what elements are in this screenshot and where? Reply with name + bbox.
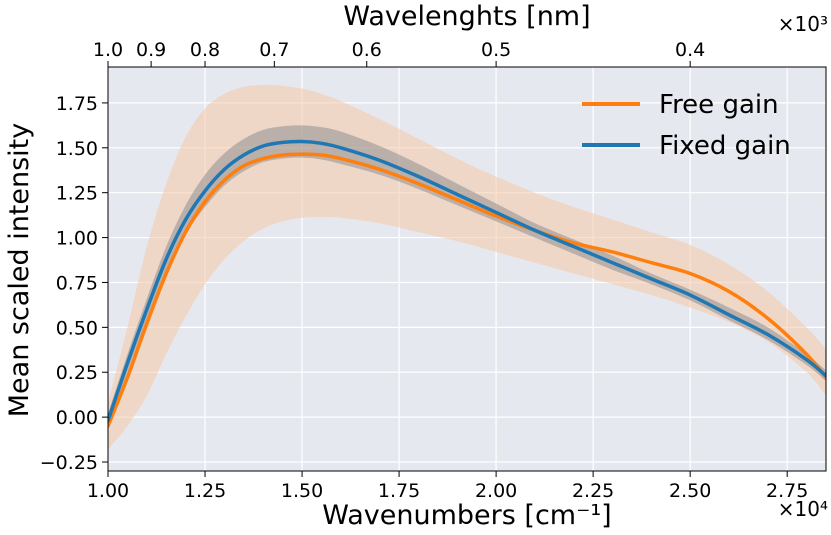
legend-label-free-gain: Free gain bbox=[659, 90, 779, 120]
confidence-bands bbox=[108, 84, 826, 450]
x-axis-label: Wavenumbers [cm⁻¹] bbox=[322, 500, 611, 531]
x-tick-label: 1.25 bbox=[184, 480, 226, 502]
y-tick-label: 0.25 bbox=[56, 362, 98, 384]
series-lines bbox=[108, 139, 826, 428]
top-tick-label: 0.9 bbox=[136, 39, 166, 61]
tick-labels: 1.00 1.25 1.50 1.75 2.00 2.25 2.50 2.75 −0.25 0.0… bbox=[40, 39, 827, 502]
legend: Free gain Fixed gain bbox=[582, 90, 791, 161]
top-tick-label: 0.7 bbox=[259, 39, 289, 61]
top-tick-label: 1.0 bbox=[93, 39, 123, 61]
top-tick-label: 0.4 bbox=[675, 39, 705, 61]
secondary-x-axis-label: Wavelenghts [nm] bbox=[343, 1, 590, 32]
y-tick-label: 1.00 bbox=[56, 228, 98, 250]
y-axis-label: Mean scaled intensity bbox=[4, 123, 35, 418]
y-tick-label: 0.75 bbox=[56, 272, 98, 294]
legend-label-fixed-gain: Fixed gain bbox=[659, 131, 791, 161]
x-tick-label: 2.25 bbox=[572, 480, 614, 502]
x-axis-multiplier: ×10⁴ bbox=[778, 497, 828, 521]
line-free-gain bbox=[108, 152, 826, 428]
y-tick-label: 0.00 bbox=[56, 407, 98, 429]
x-tick-label: 1.00 bbox=[87, 480, 129, 502]
band-free-gain bbox=[108, 84, 826, 450]
y-tick-label: 1.75 bbox=[56, 93, 98, 115]
x-tick-label: 2.50 bbox=[669, 480, 711, 502]
x-tick-label: 2.75 bbox=[766, 480, 808, 502]
x-tick-label: 1.50 bbox=[281, 480, 323, 502]
y-tick-label: 0.50 bbox=[56, 317, 98, 339]
top-tick-label: 0.5 bbox=[481, 39, 511, 61]
secondary-x-axis-multiplier: ×10³ bbox=[778, 12, 828, 36]
y-tick-label: 1.50 bbox=[56, 138, 98, 160]
x-tick-label: 2.00 bbox=[475, 480, 517, 502]
top-tick-label: 0.6 bbox=[352, 39, 382, 61]
x-tick-label: 1.75 bbox=[378, 480, 420, 502]
y-tick-label: −0.25 bbox=[40, 452, 98, 474]
plot-frame bbox=[107, 66, 827, 472]
line-fixed-gain bbox=[108, 139, 826, 423]
top-tick-label: 0.8 bbox=[190, 39, 220, 61]
y-tick-label: 1.25 bbox=[56, 183, 98, 205]
